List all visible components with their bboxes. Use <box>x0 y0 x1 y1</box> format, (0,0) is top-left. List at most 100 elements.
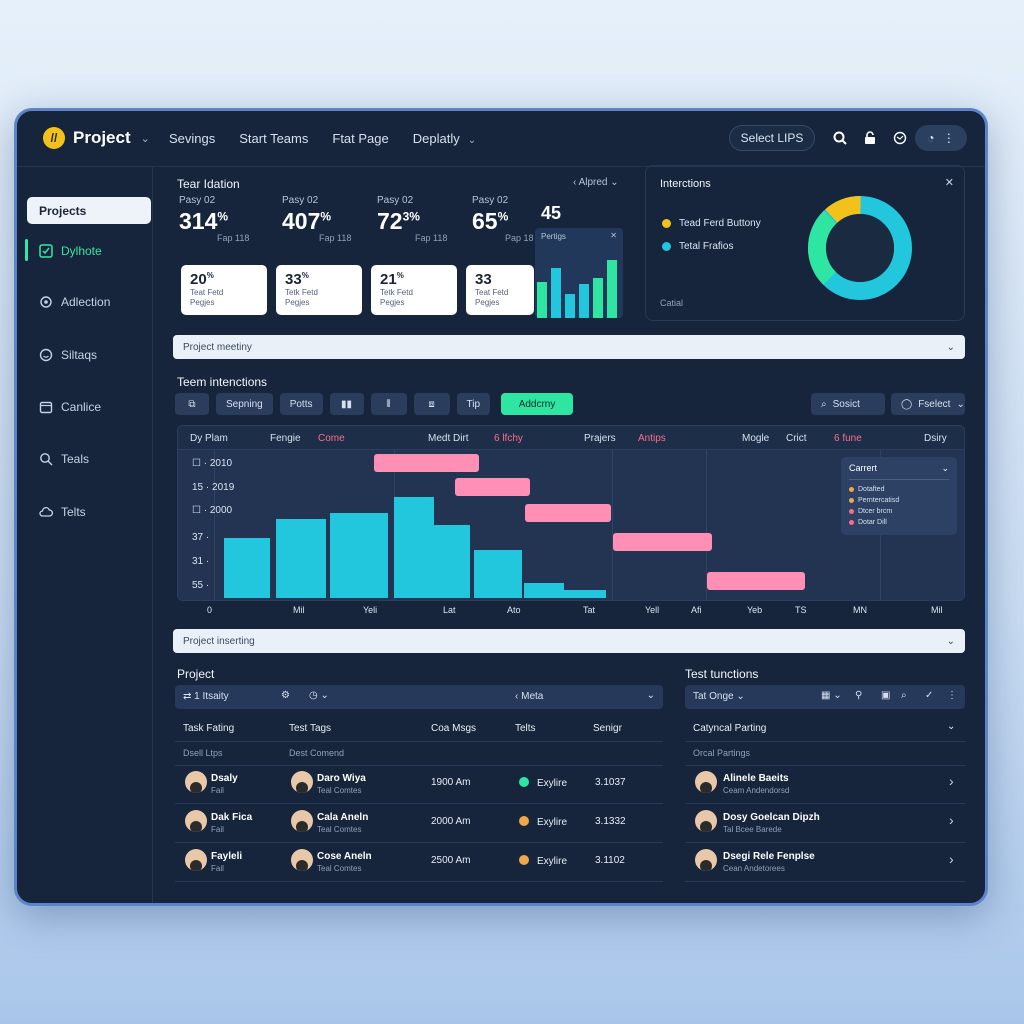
row-label: 31 · <box>192 556 210 567</box>
grid-icon[interactable]: ⦀ <box>370 393 407 415</box>
filter-left[interactable]: ⇄ 1 Itsaity <box>183 691 229 702</box>
toolbar-addcrny[interactable]: Addcrny <box>501 393 574 415</box>
stat-title: Pasy 02 <box>179 195 216 206</box>
column-header[interactable]: Coa Msgs <box>431 723 477 734</box>
sidebar-item-siltaqs[interactable]: Siltaqs <box>39 348 97 362</box>
sidebar-item-telts[interactable]: Telts <box>39 505 86 519</box>
user-menu[interactable]: ◔ ⋮ <box>915 125 967 151</box>
more-vertical-icon[interactable]: ⋮ <box>947 690 957 701</box>
app-logo[interactable]: // Project ⌄ <box>43 127 150 149</box>
stat-card-label: Tetk Fetd <box>285 288 318 297</box>
nav-sevings[interactable]: Sevings <box>169 131 216 146</box>
stat-card[interactable]: 33 Teat Fetd Pegjes <box>466 265 534 315</box>
avatar <box>695 810 717 832</box>
toolbar-tip[interactable]: Tip <box>456 393 491 415</box>
divider <box>175 803 663 804</box>
close-icon[interactable]: ✕ <box>944 177 954 189</box>
overview-filter[interactable]: ‹ Alpred ⌄ <box>573 177 619 188</box>
divider <box>175 741 663 742</box>
project-meeting-bar[interactable]: Project meetiny ⌄ <box>173 335 965 359</box>
item-role: Ceam Andendorsd <box>723 786 790 795</box>
row-code: 3.1332 <box>595 816 626 827</box>
divider <box>175 881 663 882</box>
search-field[interactable]: ⌕ Sosict <box>811 393 885 415</box>
task-bar[interactable] <box>373 454 479 472</box>
grid-line <box>706 450 707 600</box>
row-role: Fail <box>211 825 224 834</box>
popover-item[interactable]: Perntercatisd <box>849 495 949 506</box>
chevron-down-icon[interactable]: ⌄ <box>941 463 949 473</box>
filter-right[interactable]: ‹ Meta <box>515 691 543 702</box>
chevron-right-icon[interactable]: › <box>949 851 954 867</box>
clock-icon[interactable]: ◷ ⌄ <box>309 690 329 701</box>
row-label: ☐ · 2010 <box>192 458 233 469</box>
row-value: 2000 <box>209 505 233 516</box>
stat-card-unit: % <box>396 271 404 280</box>
check-icon[interactable]: ✓ <box>925 690 934 701</box>
active-indicator <box>25 239 28 261</box>
select-dropdown-label: Fselect <box>918 398 951 410</box>
select-dropdown[interactable]: ◯ Fselect ⌄ <box>891 393 965 415</box>
search-icon[interactable] <box>831 129 849 147</box>
checkbox-icon <box>39 244 53 258</box>
chart-bar <box>564 590 606 598</box>
task-bar[interactable] <box>454 478 530 496</box>
columns-icon[interactable]: ▮▮ <box>329 393 364 415</box>
item-role: Tal Bcee Barede <box>723 825 782 834</box>
copy-icon[interactable]: ⧉ <box>175 393 209 415</box>
column-header[interactable]: Catyncal Parting <box>693 723 767 734</box>
text-icon[interactable]: ▣ <box>881 690 891 701</box>
toolbar-sepning[interactable]: Sepning <box>216 393 273 415</box>
nav-deplatly[interactable]: Deplatly ⌄ <box>413 131 476 146</box>
popover-item[interactable]: Dotafted <box>849 484 949 495</box>
stat-number: 65 <box>472 208 498 234</box>
header-cell: Mogle <box>742 433 770 444</box>
sidebar-item-label: Telts <box>61 505 86 519</box>
nav-ftat-page[interactable]: Ftat Page <box>332 131 389 146</box>
calendar-icon[interactable]: ▦ ⌄ <box>821 690 842 701</box>
globe-icon[interactable] <box>891 129 909 147</box>
chevron-down-icon[interactable]: ⌄ <box>947 721 956 732</box>
sidebar-item-adlection[interactable]: Adlection <box>39 295 110 309</box>
divider <box>685 803 965 804</box>
stat-card-unit: % <box>206 271 214 280</box>
search-icon[interactable]: ⌕ <box>901 690 907 701</box>
pin-icon[interactable]: ⚲ <box>855 690 863 701</box>
sidebar-item-dylhote[interactable]: Dylhote <box>39 244 102 258</box>
stat-unit: 3% <box>402 209 420 224</box>
toolbar-potts[interactable]: Potts <box>279 393 323 415</box>
settings-icon[interactable]: ⚙ <box>281 690 290 701</box>
folder-icon[interactable]: ⧈ <box>413 393 450 415</box>
stat-card[interactable]: 33% Tetk Fetd Pegjes <box>276 265 362 315</box>
popover-item[interactable]: Dotar Dill <box>849 517 949 528</box>
project-inserting-bar[interactable]: Project inserting ⌄ <box>173 629 965 653</box>
nav-start-teams[interactable]: Start Teams <box>239 131 309 146</box>
sidebar-item-canlice[interactable]: Canlice <box>39 400 101 414</box>
app-window: // Project ⌄ Sevings Start Teams Ftat Pa… <box>14 108 988 906</box>
sidebar-item-teals[interactable]: Teals <box>39 452 89 466</box>
chevron-down-icon[interactable]: ⌄ <box>646 690 655 701</box>
chevron-right-icon[interactable]: › <box>949 773 954 789</box>
legend-dot <box>662 219 671 228</box>
stat-title: Pasy 02 <box>282 195 319 206</box>
stat-card[interactable]: 20% Teat Fetd Pegjes <box>181 265 267 315</box>
row-time: 2500 Am <box>431 855 471 866</box>
lock-icon[interactable] <box>861 129 879 147</box>
column-header[interactable]: Task Fating <box>183 723 235 734</box>
task-bar[interactable] <box>707 572 806 590</box>
chevron-right-icon[interactable]: › <box>949 812 954 828</box>
sidebar-item-projects[interactable]: Projects <box>27 197 151 224</box>
column-header[interactable]: Telts <box>515 723 536 734</box>
task-bar[interactable] <box>612 533 712 551</box>
column-header[interactable]: Test Tags <box>289 723 332 734</box>
task-bar[interactable] <box>525 504 612 522</box>
chevron-down-icon[interactable]: ⌄ <box>140 132 150 145</box>
stat-card[interactable]: 21% Tetk Fetd Pegjes <box>371 265 457 315</box>
popover-item[interactable]: Dtcer brcm <box>849 506 949 517</box>
row-prefix: ☐ <box>192 458 201 469</box>
close-icon[interactable]: ✕ <box>610 231 617 240</box>
column-header[interactable]: Senigr <box>593 723 622 734</box>
select-button[interactable]: Select LIPS <box>729 125 815 151</box>
x-axis-tick: MN <box>853 605 867 615</box>
test-filter[interactable]: Tat Onge ⌄ <box>693 691 745 702</box>
